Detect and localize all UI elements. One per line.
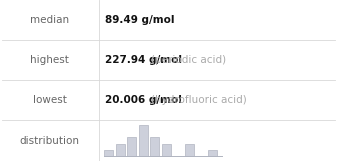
Text: lowest: lowest bbox=[33, 95, 66, 105]
Bar bbox=[184, 144, 194, 156]
Text: (hydrofluoric acid): (hydrofluoric acid) bbox=[151, 95, 247, 105]
Text: 227.94 g/mol: 227.94 g/mol bbox=[105, 55, 182, 65]
Bar bbox=[150, 137, 159, 156]
Bar bbox=[139, 125, 148, 156]
Bar bbox=[127, 137, 136, 156]
Bar bbox=[104, 150, 114, 156]
Bar bbox=[208, 150, 217, 156]
Bar bbox=[161, 144, 171, 156]
Text: (periodic acid): (periodic acid) bbox=[151, 55, 226, 65]
Text: distribution: distribution bbox=[20, 136, 80, 146]
Bar bbox=[116, 144, 125, 156]
Text: highest: highest bbox=[30, 55, 69, 65]
Text: median: median bbox=[30, 15, 69, 25]
Text: 20.006 g/mol: 20.006 g/mol bbox=[105, 95, 182, 105]
Text: 89.49 g/mol: 89.49 g/mol bbox=[105, 15, 175, 25]
